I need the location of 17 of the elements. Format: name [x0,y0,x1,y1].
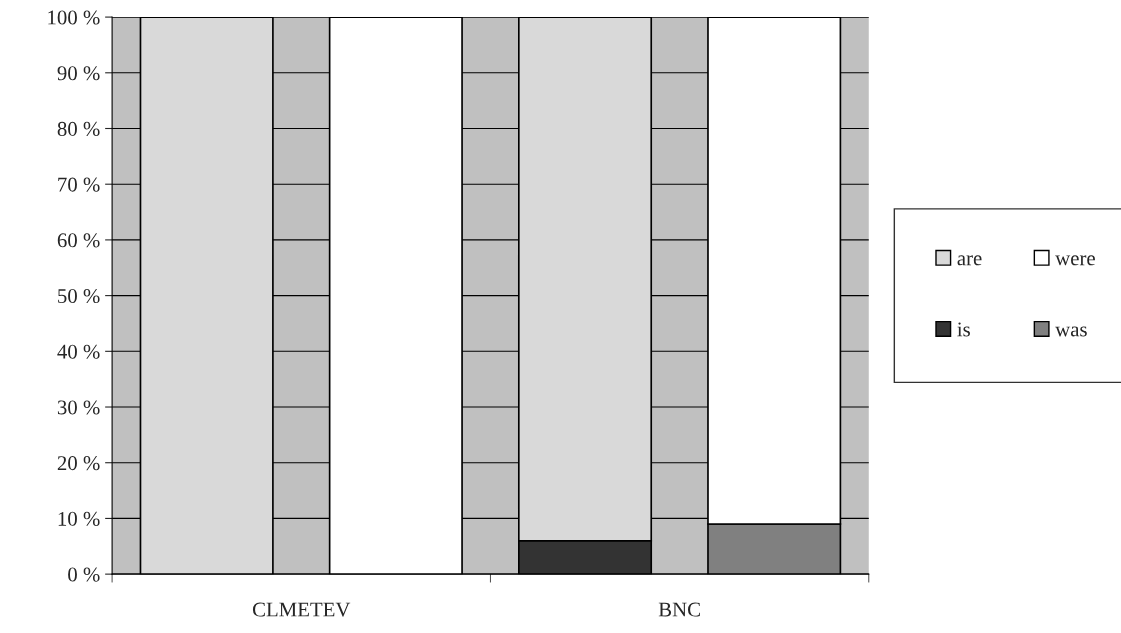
y-tick-label: 30 % [57,400,100,415]
legend-label: was [1055,326,1087,337]
y-tick-label: 80 % [57,121,100,136]
legend-label: are [957,255,982,266]
y-tick-label: 60 % [57,233,100,248]
y-tick-label: 0 % [68,567,100,582]
x-tick-label: BNC [658,602,700,617]
legend-label: is [957,322,970,337]
y-tick-label: 40 % [57,344,100,359]
y-tick-label: 90 % [57,66,100,81]
y-tick-label: 10 % [58,511,100,526]
y-tick-label: 70 % [58,177,100,192]
x-tick-label: CLMETEV [252,602,351,617]
y-tick-label: 20 % [57,456,100,471]
y-tick-label: 100 % [48,10,100,25]
legend-label: were [1055,255,1095,266]
y-tick-label: 50 % [58,288,100,304]
